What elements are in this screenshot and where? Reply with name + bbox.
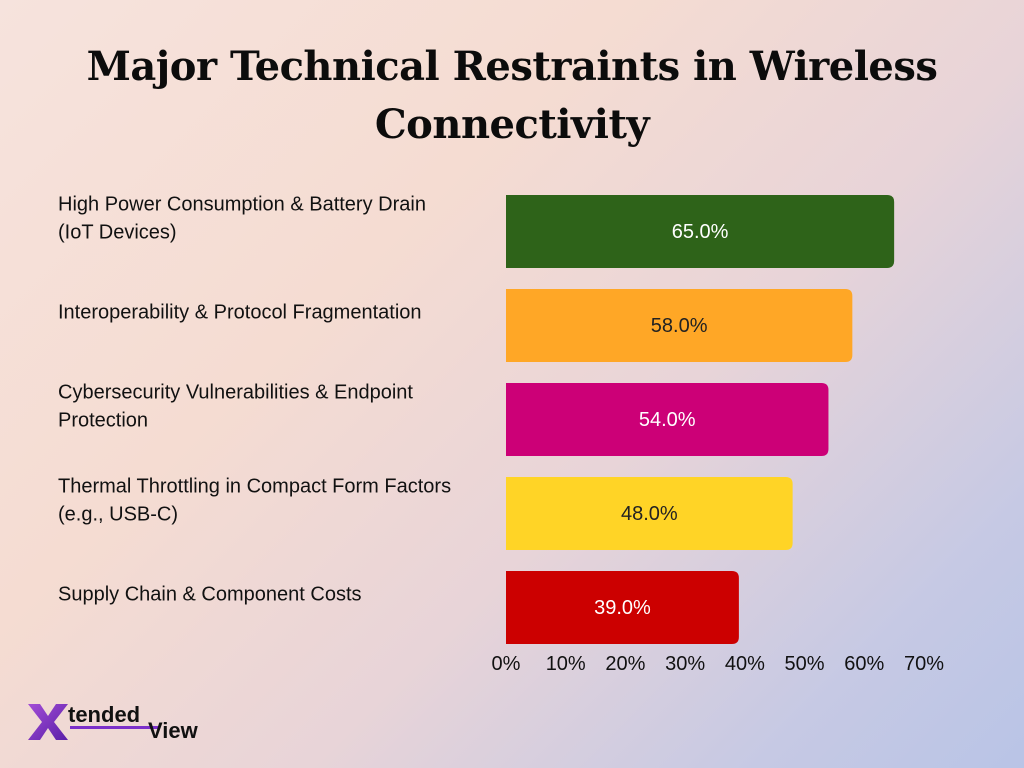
logo-x-mark-icon (28, 704, 68, 740)
bar (506, 571, 739, 644)
x-tick-label: 70% (904, 653, 944, 675)
category-label: (IoT Devices) (58, 222, 177, 244)
x-tick-label: 60% (844, 653, 884, 675)
bar-value-label: 54.0% (639, 409, 696, 431)
category-label: High Power Consumption & Battery Drain (58, 194, 426, 216)
bar (506, 289, 853, 362)
x-tick-label: 40% (725, 653, 765, 675)
bar-value-label: 39.0% (594, 597, 651, 619)
bar (506, 383, 829, 456)
x-tick-label: 30% (665, 653, 705, 675)
xtendedview-logo: tended View (28, 702, 199, 743)
category-label: Interoperability & Protocol Fragmentatio… (58, 302, 422, 324)
svg-text:View: View (148, 718, 199, 743)
bar-value-label: 65.0% (672, 221, 729, 243)
x-tick-label: 50% (785, 653, 825, 675)
x-tick-label: 0% (492, 653, 521, 675)
category-label: Thermal Throttling in Compact Form Facto… (58, 476, 451, 498)
category-label: (e.g., USB-C) (58, 504, 178, 526)
bar-value-label: 48.0% (621, 503, 678, 525)
bar (506, 477, 793, 550)
bar-value-label: 58.0% (651, 315, 708, 337)
x-tick-label: 10% (546, 653, 586, 675)
category-label: Protection (58, 410, 148, 432)
bar (506, 195, 895, 268)
category-label: Cybersecurity Vulnerabilities & Endpoint (58, 382, 413, 404)
x-tick-label: 20% (605, 653, 645, 675)
chart-title: Major Technical Restraints in Wireless C… (86, 43, 938, 148)
category-label: Supply Chain & Component Costs (58, 584, 362, 606)
svg-text:tended: tended (68, 702, 140, 727)
